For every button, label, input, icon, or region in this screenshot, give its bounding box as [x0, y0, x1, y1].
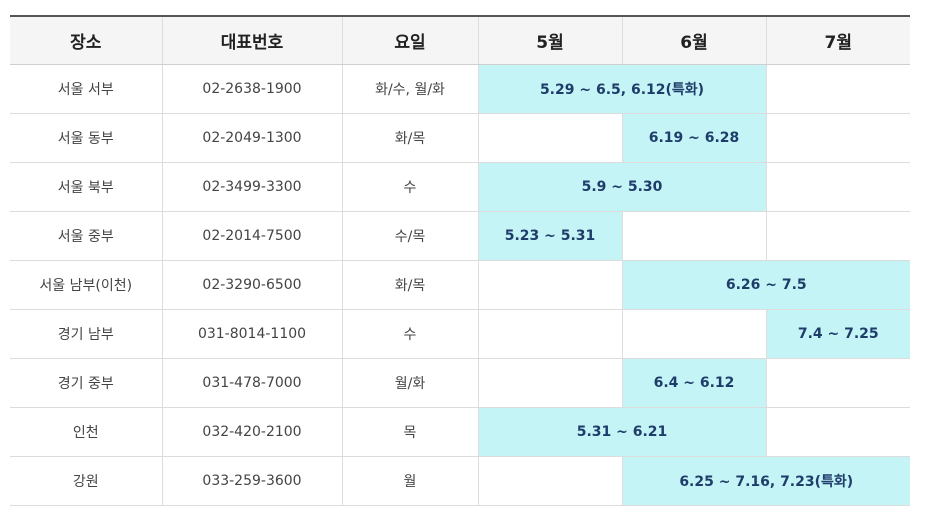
period-cell: 5.29 ~ 6.5, 6.12(특화)	[477, 64, 766, 114]
table-row: 서울 동부 02-2049-1300 화/목 6.19 ~ 6.28	[10, 113, 910, 163]
days-cell: 목	[341, 407, 478, 457]
phone-cell: 031-478-7000	[161, 358, 342, 408]
empty-month-cell	[765, 113, 910, 163]
phone-cell: 033-259-3600	[161, 456, 342, 506]
period-cell: 5.31 ~ 6.21	[477, 407, 766, 457]
phone-cell: 02-3290-6500	[161, 260, 342, 310]
table-row: 서울 서부 02-2638-1900 화/수, 월/화 5.29 ~ 6.5, 6.1…	[10, 64, 910, 114]
phone-cell: 032-420-2100	[161, 407, 342, 457]
empty-month-cell	[477, 309, 622, 359]
empty-month-cell	[477, 260, 622, 310]
table-row: 경기 중부 031-478-7000 월/화 6.4 ~ 6.12	[10, 358, 910, 408]
days-cell: 화/목	[341, 113, 478, 163]
header-june: 6월	[621, 15, 766, 65]
period-cell: 7.4 ~ 7.25	[765, 309, 910, 359]
empty-month-cell	[765, 211, 910, 261]
place-cell: 경기 중부	[10, 358, 162, 408]
header-row: 장소 대표번호 요일 5월 6월 7월	[10, 15, 910, 65]
header-may: 5월	[477, 15, 622, 65]
days-cell: 수/목	[341, 211, 478, 261]
place-cell: 서울 북부	[10, 162, 162, 212]
period-cell: 5.9 ~ 5.30	[477, 162, 766, 212]
header-place: 장소	[10, 15, 162, 65]
table-row: 서울 북부 02-3499-3300 수 5.9 ~ 5.30	[10, 162, 910, 212]
days-cell: 수	[341, 162, 478, 212]
place-cell: 강원	[10, 456, 162, 506]
place-cell: 서울 남부(이천)	[10, 260, 162, 310]
days-cell: 월/화	[341, 358, 478, 408]
phone-cell: 02-2014-7500	[161, 211, 342, 261]
schedule-body: 서울 서부 02-2638-1900 화/수, 월/화 5.29 ~ 6.5, 6.1…	[10, 64, 910, 506]
empty-month-cell	[477, 456, 622, 506]
empty-month-cell	[477, 358, 622, 408]
period-cell: 6.25 ~ 7.16, 7.23(특화)	[621, 456, 910, 506]
days-cell: 수	[341, 309, 478, 359]
table-row: 인천 032-420-2100 목 5.31 ~ 6.21	[10, 407, 910, 457]
phone-cell: 031-8014-1100	[161, 309, 342, 359]
days-cell: 화/목	[341, 260, 478, 310]
place-cell: 서울 동부	[10, 113, 162, 163]
empty-month-cell	[621, 211, 766, 261]
schedule-table: 장소 대표번호 요일 5월 6월 7월 서울 서부 02-2638-1900 화/수…	[10, 15, 910, 506]
period-cell: 6.19 ~ 6.28	[621, 113, 766, 163]
header-phone: 대표번호	[161, 15, 342, 65]
phone-cell: 02-3499-3300	[161, 162, 342, 212]
header-days: 요일	[341, 15, 478, 65]
empty-month-cell	[765, 162, 910, 212]
period-cell: 6.4 ~ 6.12	[621, 358, 766, 408]
place-cell: 경기 남부	[10, 309, 162, 359]
period-cell: 6.26 ~ 7.5	[621, 260, 910, 310]
table-row: 서울 남부(이천) 02-3290-6500 화/목 6.26 ~ 7.5	[10, 260, 910, 310]
days-cell: 화/수, 월/화	[341, 64, 478, 114]
empty-month-cell	[765, 358, 910, 408]
phone-cell: 02-2049-1300	[161, 113, 342, 163]
phone-cell: 02-2638-1900	[161, 64, 342, 114]
table-row: 경기 남부 031-8014-1100 수 7.4 ~ 7.25	[10, 309, 910, 359]
place-cell: 서울 중부	[10, 211, 162, 261]
table-row: 강원 033-259-3600 월 6.25 ~ 7.16, 7.23(특화)	[10, 456, 910, 506]
period-cell: 5.23 ~ 5.31	[477, 211, 622, 261]
empty-month-cell	[765, 64, 910, 114]
place-cell: 인천	[10, 407, 162, 457]
empty-month-cell	[621, 309, 766, 359]
place-cell: 서울 서부	[10, 64, 162, 114]
header-july: 7월	[765, 15, 910, 65]
empty-month-cell	[765, 407, 910, 457]
empty-month-cell	[477, 113, 622, 163]
days-cell: 월	[341, 456, 478, 506]
table-row: 서울 중부 02-2014-7500 수/목 5.23 ~ 5.31	[10, 211, 910, 261]
